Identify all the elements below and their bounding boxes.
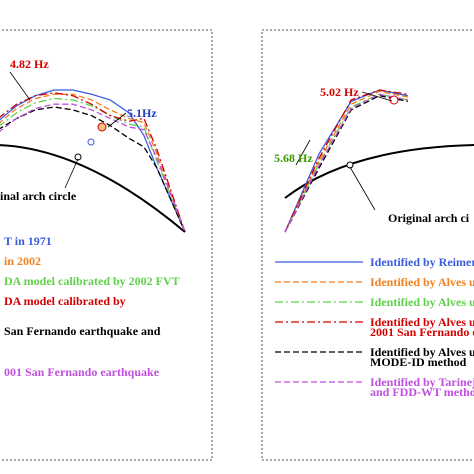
legend-entry-1-5: Identified by Alves u xyxy=(370,345,474,359)
left-arch-marker xyxy=(74,153,82,161)
legend-entry-0-1: in 2002 xyxy=(4,254,41,268)
right-568-leader xyxy=(295,139,311,166)
legend-entry-1-0: Identified by Reimer xyxy=(370,255,474,269)
mode-shape-series-1-5 xyxy=(284,93,408,233)
mode-shape-series-0-1 xyxy=(0,93,186,233)
mode-shape-series-1-1 xyxy=(284,90,408,233)
mode-shape-series-0-2 xyxy=(0,97,186,233)
left-freq-label-2: 5.1Hz xyxy=(127,106,157,120)
legend-entry-0-7: 001 San Fernando earthquake xyxy=(4,365,160,379)
mode-shape-series-1-4 xyxy=(284,94,408,233)
legend-entry-0-2: DA model calibrated by 2002 FVT xyxy=(4,274,180,288)
right-peak-marker xyxy=(389,95,399,105)
left-arch-leader xyxy=(64,158,79,189)
legend-entry-1-2: Identified by Alves u xyxy=(370,295,474,309)
right-freq-label-1: 5.02 Hz xyxy=(320,85,359,99)
legend-entry-1-3: Identified by Alves u xyxy=(370,315,474,329)
left-482-leader xyxy=(9,71,31,101)
legend-entry-1-6: MODE-ID method xyxy=(370,355,467,369)
right-panel-frame xyxy=(261,29,474,461)
left-original-arch xyxy=(0,144,186,233)
left-panel-frame xyxy=(0,29,213,461)
legend-entry-0-3: DA model calibrated by xyxy=(4,294,126,308)
legend-entry-0-0: T in 1971 xyxy=(4,234,52,248)
left-curve-marker xyxy=(87,138,95,146)
legend-entry-1-8: and FDD-WT metho xyxy=(370,385,474,399)
right-original-arch xyxy=(284,144,474,199)
legend-entry-1-4: 2001 San Fernando e xyxy=(370,325,474,339)
left-peak-marker xyxy=(97,122,107,132)
mode-shape-series-1-3 xyxy=(284,89,408,233)
left-legend: T in 1971 in 2002 DA model calibrated by 2… xyxy=(4,234,180,379)
right-arch-marker xyxy=(346,161,354,169)
right-freq-label-2: 5.68 Hz xyxy=(274,151,313,165)
right-arch-label: Original arch ci xyxy=(388,211,470,225)
left-arch-label: inal arch circle xyxy=(0,189,77,203)
right-mode-shapes xyxy=(284,89,408,233)
right-arch-leader xyxy=(349,166,376,211)
right-502-leader xyxy=(361,91,393,102)
mode-shape-series-0-4 xyxy=(0,106,186,233)
left-51-leader xyxy=(107,112,127,128)
legend-entry-0-5: San Fernando earthquake and xyxy=(4,324,161,338)
legend-entry-1-1: Identified by Alves u xyxy=(370,275,474,289)
legend-entry-1-7: Identified by Tarinej xyxy=(370,375,474,389)
left-freq-label-1: 4.82 Hz xyxy=(10,57,49,71)
right-legend: Identified by Reimer Identified by Alves … xyxy=(275,255,474,399)
mode-shape-series-0-5 xyxy=(0,103,186,233)
